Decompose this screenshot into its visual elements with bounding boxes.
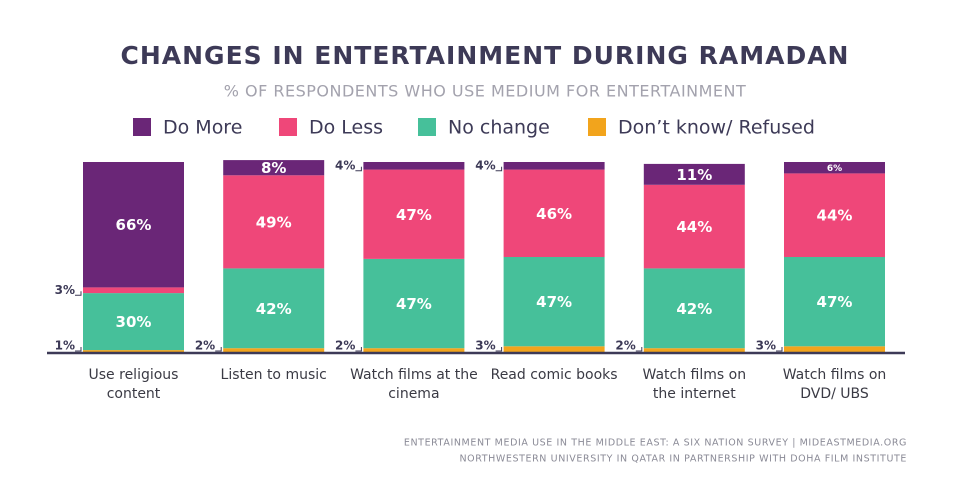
value-label: 49%: [256, 213, 292, 231]
bar-segment: [503, 162, 605, 170]
value-label: 47%: [396, 206, 432, 224]
legend-label: Don’t know/ Refused: [618, 117, 815, 139]
legend-label: No change: [448, 117, 550, 139]
value-label: 4%: [475, 158, 495, 172]
value-label: 42%: [256, 300, 292, 318]
bar-segment: [363, 169, 465, 259]
bar-segment: [83, 293, 184, 351]
x-tick-label: Read comic books: [490, 367, 618, 383]
bar-segment: [223, 268, 325, 349]
value-label: 47%: [396, 295, 432, 313]
x-tick-label: Watch films on the internet: [642, 367, 747, 402]
value-label: 8%: [261, 159, 286, 177]
bar-segment: [784, 173, 885, 257]
bar-segment: [223, 348, 325, 352]
bar-segment: [503, 169, 605, 257]
bar-segment: [643, 268, 745, 349]
bar-segment: [503, 346, 605, 352]
chart-subtitle: % OF RESPONDENTS WHO USE MEDIUM FOR ENTE…: [224, 82, 747, 101]
value-label: 2%: [615, 339, 635, 353]
value-label: 47%: [817, 293, 853, 311]
bar-segment: [223, 175, 325, 269]
legend-swatch: [133, 118, 151, 136]
value-label: 44%: [676, 218, 712, 236]
value-label: 30%: [116, 313, 152, 331]
value-label: 66%: [116, 216, 152, 234]
label-leader: [355, 347, 362, 352]
value-label: 4%: [335, 158, 355, 172]
value-label: 46%: [536, 205, 572, 223]
x-tick-label: Watch films on DVD/ UBS: [782, 367, 887, 402]
source-line: NORTHWESTERN UNIVERSITY IN QATAR IN PART…: [459, 454, 907, 465]
label-leader: [635, 347, 643, 352]
bar-segment: [784, 162, 885, 174]
value-label: 42%: [676, 300, 712, 318]
value-label: 2%: [195, 339, 215, 353]
value-label: 44%: [817, 207, 853, 225]
legend-swatch: [588, 118, 606, 136]
value-label: 3%: [756, 339, 776, 353]
bar-segment: [503, 257, 605, 347]
bar-segment: [83, 287, 184, 294]
legend-swatch: [279, 118, 297, 136]
bar-segment: [223, 160, 325, 176]
x-tick-label: Watch films at the cinema: [350, 367, 478, 402]
bar-segment: [83, 162, 184, 288]
value-label: 2%: [335, 339, 355, 353]
legend-swatch: [418, 118, 436, 136]
value-label: 6%: [827, 164, 842, 174]
bar-segment: [363, 348, 465, 352]
bar-segment: [83, 350, 184, 352]
label-leader: [776, 347, 783, 352]
value-label: 47%: [536, 293, 572, 311]
label-leader: [355, 166, 362, 172]
bar-segment: [363, 258, 465, 349]
x-tick-label: Listen to music: [220, 367, 327, 383]
legend-label: Do More: [163, 117, 242, 139]
value-label: 3%: [475, 339, 495, 353]
legend-label: Do Less: [309, 117, 383, 139]
value-label: 11%: [676, 166, 712, 184]
bar-segment: [643, 163, 745, 185]
value-label: 1%: [55, 339, 75, 353]
label-leader: [75, 347, 82, 352]
value-label: 3%: [55, 283, 75, 297]
bar-segment: [784, 257, 885, 347]
label-leader: [495, 166, 503, 172]
label-leader: [75, 291, 82, 296]
bar-segment: [643, 184, 745, 269]
bar-segment: [784, 346, 885, 352]
source-line: ENTERTAINMENT MEDIA USE IN THE MIDDLE EA…: [404, 438, 907, 449]
label-leader: [495, 347, 503, 352]
label-leader: [215, 347, 222, 352]
chart-title: CHANGES IN ENTERTAINMENT DURING RAMADAN: [121, 41, 850, 70]
x-tick-label: Use religious content: [88, 367, 179, 402]
bar-segment: [643, 348, 745, 352]
bar-segment: [363, 162, 465, 170]
